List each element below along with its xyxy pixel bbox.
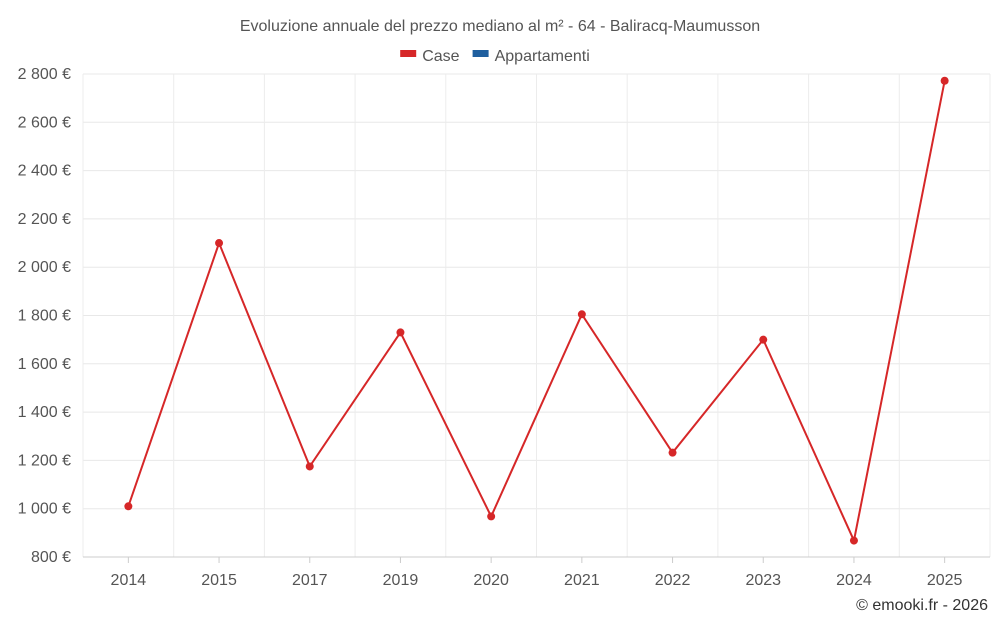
grid xyxy=(82,73,991,557)
legend-swatch xyxy=(472,50,489,57)
x-tick-label: 2015 xyxy=(201,572,237,589)
credit-text: © emooki.fr - 2026 xyxy=(856,597,988,614)
y-tick-label: 2 000 € xyxy=(18,259,71,276)
y-tick-label: 1 800 € xyxy=(18,308,71,325)
data-point[interactable] xyxy=(124,502,133,511)
y-tick-label: 2 400 € xyxy=(18,163,71,180)
x-tick-label: 2014 xyxy=(111,572,147,589)
y-tick-label: 1 000 € xyxy=(18,501,71,518)
data-point[interactable] xyxy=(759,335,768,344)
legend-label: Appartamenti xyxy=(495,48,590,65)
x-tick-label: 2019 xyxy=(383,572,419,589)
series-line-case xyxy=(127,80,946,544)
data-point[interactable] xyxy=(940,76,949,85)
legend-item-appartamenti[interactable]: Appartamenti xyxy=(472,48,590,65)
data-point[interactable] xyxy=(215,239,224,248)
y-tick-label: 2 200 € xyxy=(18,211,71,228)
x-tick-label: 2022 xyxy=(655,572,691,589)
chart-title: Evoluzione annuale del prezzo mediano al… xyxy=(240,18,760,35)
x-tick-label: 2023 xyxy=(745,572,781,589)
data-point[interactable] xyxy=(396,328,405,337)
y-tick-label: 1 200 € xyxy=(18,452,71,469)
x-tick-label: 2017 xyxy=(292,572,328,589)
data-point[interactable] xyxy=(487,512,496,521)
x-tick-label: 2024 xyxy=(836,572,872,589)
legend-swatch xyxy=(400,50,417,57)
y-tick-label: 2 800 € xyxy=(18,66,71,83)
legend-label: Case xyxy=(422,48,459,65)
y-tick-label: 1 400 € xyxy=(18,404,71,421)
legend: Case Appartamenti xyxy=(400,48,590,65)
x-tick-label: 2025 xyxy=(927,572,963,589)
x-tick-label: 2021 xyxy=(564,572,600,589)
data-point[interactable] xyxy=(305,462,314,471)
axes xyxy=(83,556,990,563)
y-tick-label: 2 600 € xyxy=(18,114,71,131)
y-tick-label: 1 600 € xyxy=(18,356,71,373)
data-point[interactable] xyxy=(849,536,858,545)
data-point[interactable] xyxy=(668,448,677,457)
series-layer xyxy=(124,76,949,545)
tick-labels: 800 € 1 000 € 1 200 € 1 400 € 1 600 € 1 800 €… xyxy=(18,66,963,589)
y-tick-label: 800 € xyxy=(31,549,71,566)
x-tick-label: 2020 xyxy=(473,572,509,589)
legend-item-case[interactable]: Case xyxy=(400,48,460,65)
data-point[interactable] xyxy=(577,310,586,319)
